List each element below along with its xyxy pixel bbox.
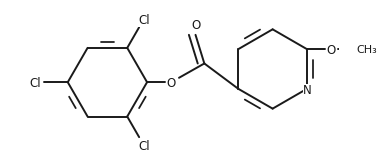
Text: CH₃: CH₃ [356,45,377,55]
Text: O: O [327,44,336,57]
Text: Cl: Cl [138,14,150,27]
Text: O: O [191,19,200,32]
Text: Cl: Cl [138,140,150,153]
Text: O: O [167,77,176,90]
Text: Cl: Cl [29,77,40,90]
Text: N: N [302,84,311,97]
